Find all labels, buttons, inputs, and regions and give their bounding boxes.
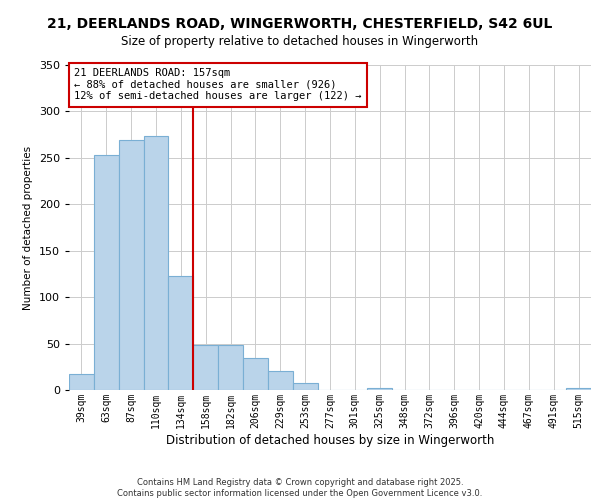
Bar — [218, 346, 243, 390]
Bar — [119, 140, 143, 390]
Bar — [566, 388, 591, 390]
Bar — [193, 344, 218, 390]
Bar — [293, 382, 317, 390]
Y-axis label: Number of detached properties: Number of detached properties — [23, 146, 33, 310]
Bar — [94, 155, 119, 390]
Bar — [169, 276, 193, 390]
Bar — [367, 388, 392, 390]
Text: 21 DEERLANDS ROAD: 157sqm
← 88% of detached houses are smaller (926)
12% of semi: 21 DEERLANDS ROAD: 157sqm ← 88% of detac… — [74, 68, 362, 102]
Bar — [143, 136, 169, 390]
Text: Size of property relative to detached houses in Wingerworth: Size of property relative to detached ho… — [121, 35, 479, 48]
X-axis label: Distribution of detached houses by size in Wingerworth: Distribution of detached houses by size … — [166, 434, 494, 446]
Bar — [268, 370, 293, 390]
Bar — [243, 358, 268, 390]
Bar — [69, 374, 94, 390]
Text: 21, DEERLANDS ROAD, WINGERWORTH, CHESTERFIELD, S42 6UL: 21, DEERLANDS ROAD, WINGERWORTH, CHESTER… — [47, 18, 553, 32]
Text: Contains HM Land Registry data © Crown copyright and database right 2025.
Contai: Contains HM Land Registry data © Crown c… — [118, 478, 482, 498]
